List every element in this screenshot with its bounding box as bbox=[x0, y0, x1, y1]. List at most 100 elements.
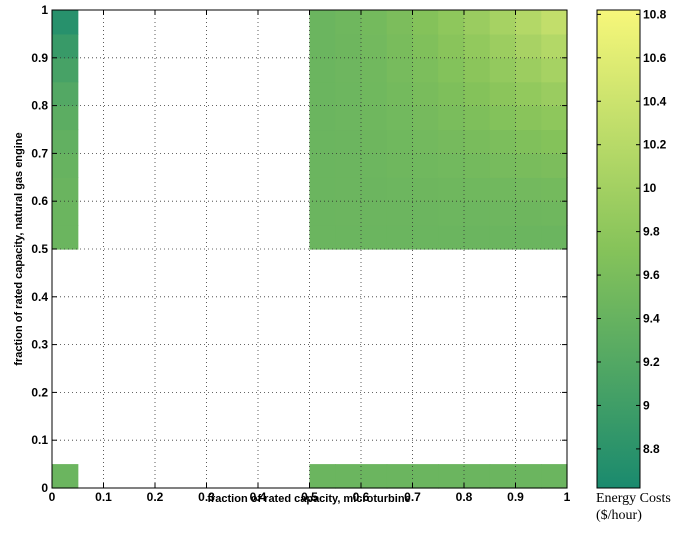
heatmap-cell bbox=[335, 33, 362, 59]
heatmap-cell bbox=[489, 57, 517, 83]
heatmap-cell bbox=[386, 201, 414, 226]
heatmap-cell bbox=[361, 153, 388, 178]
colorbar-tick-label: 9.2 bbox=[643, 355, 660, 369]
heatmap-cell bbox=[335, 464, 362, 489]
heatmap-cell bbox=[464, 129, 491, 154]
heatmap-cell bbox=[386, 105, 414, 131]
x-tick-label: 0.1 bbox=[95, 490, 112, 504]
heatmap-cell bbox=[541, 153, 568, 178]
heatmap-cell bbox=[52, 33, 79, 59]
heatmap-cell bbox=[52, 464, 79, 489]
heatmap-cell bbox=[515, 57, 542, 83]
heatmap-cell bbox=[412, 33, 439, 59]
heatmap-cell bbox=[541, 129, 568, 154]
colorbar-label-line1: Energy Costs bbox=[596, 491, 671, 506]
heatmap-cell bbox=[464, 153, 491, 178]
heatmap-cell bbox=[515, 201, 542, 226]
colorbar-tick-label: 9 bbox=[643, 398, 650, 412]
heatmap-cell bbox=[438, 464, 465, 489]
heatmap-cell bbox=[489, 81, 517, 107]
heatmap-cell bbox=[412, 105, 439, 131]
heatmap-cell bbox=[438, 129, 465, 154]
heatmap-cell bbox=[541, 57, 568, 83]
heatmap-cell bbox=[335, 177, 362, 202]
colorbar-tick-label: 10.6 bbox=[643, 51, 667, 65]
heatmap-cell bbox=[335, 225, 362, 250]
heatmap-cell bbox=[412, 57, 439, 83]
heatmap-cell bbox=[464, 177, 491, 202]
heatmap-cell bbox=[309, 105, 336, 131]
heatmap-cell bbox=[464, 57, 491, 83]
heatmap-cell bbox=[489, 225, 517, 250]
y-tick-label: 1 bbox=[41, 3, 48, 17]
axis-ticks: 0 0.1 0.2 0.3 0.4 0.5 0.6 0.7 0.8 0.9 1 0 0.1 0.2 0.3 0… bbox=[31, 3, 570, 504]
y-tick-label: 0 bbox=[41, 481, 48, 495]
x-tick-label: 0 bbox=[49, 490, 56, 504]
x-axis-label: fraction of rated capacity, microturbine bbox=[207, 493, 410, 505]
heatmap-cell bbox=[361, 201, 388, 226]
colorbar bbox=[596, 9, 641, 489]
heatmap-cell bbox=[489, 177, 517, 202]
y-tick-label: 0.7 bbox=[31, 146, 48, 160]
heatmap-cell bbox=[438, 10, 465, 35]
heatmap-cell bbox=[438, 105, 465, 131]
heatmap-cell bbox=[52, 129, 79, 154]
heatmap-cell bbox=[386, 225, 414, 250]
heatmap-cell bbox=[464, 81, 491, 107]
heatmap-cell bbox=[52, 153, 79, 178]
heatmap-cell bbox=[515, 153, 542, 178]
heatmap-cell bbox=[335, 57, 362, 83]
heatmap-cell bbox=[515, 129, 542, 154]
heatmap-cell bbox=[335, 105, 362, 131]
x-tick-label: 0.9 bbox=[507, 490, 524, 504]
heatmap-cell bbox=[309, 57, 336, 83]
heatmap-cell bbox=[361, 33, 388, 59]
heatmap-cell bbox=[361, 177, 388, 202]
heatmap-cell bbox=[489, 105, 517, 131]
heatmap-cell bbox=[309, 464, 336, 489]
colorbar-tick-label: 10.8 bbox=[643, 7, 667, 21]
heatmap-cell bbox=[361, 81, 388, 107]
heatmap-cell bbox=[361, 57, 388, 83]
heatmap-cell bbox=[309, 201, 336, 226]
heatmap-cell bbox=[412, 153, 439, 178]
heatmap-cell bbox=[52, 57, 79, 83]
y-tick-label: 0.6 bbox=[31, 194, 48, 208]
x-tick-label: 0.7 bbox=[404, 490, 421, 504]
heatmap-cell bbox=[309, 33, 336, 59]
heatmap-cell bbox=[361, 10, 388, 35]
heatmap-cell bbox=[464, 105, 491, 131]
heatmap-cell bbox=[515, 177, 542, 202]
heatmap-cell bbox=[335, 201, 362, 226]
heatmap-cell bbox=[309, 129, 336, 154]
heatmap-cell bbox=[386, 10, 414, 35]
heatmap-cell bbox=[515, 10, 542, 35]
heatmap-cell bbox=[438, 225, 465, 250]
heatmap-cell bbox=[489, 10, 517, 35]
heatmap-cell bbox=[412, 225, 439, 250]
heatmap-cell bbox=[361, 129, 388, 154]
heatmap-cell bbox=[52, 177, 79, 202]
heatmap-cell bbox=[361, 225, 388, 250]
heatmap-cell bbox=[52, 225, 79, 250]
y-tick-label: 0.9 bbox=[31, 51, 48, 65]
heatmap-cell bbox=[335, 153, 362, 178]
heatmap-cell bbox=[412, 177, 439, 202]
heatmap-cell bbox=[515, 81, 542, 107]
heatmap-cell bbox=[386, 81, 414, 107]
heatmap-cell bbox=[464, 225, 491, 250]
heatmap-cell bbox=[386, 153, 414, 178]
heatmap-cells bbox=[52, 10, 568, 489]
heatmap-cell bbox=[541, 33, 568, 59]
heatmap-cell bbox=[52, 105, 79, 131]
heatmap-cell bbox=[489, 201, 517, 226]
x-tick-label: 0.4 bbox=[250, 490, 267, 504]
heatmap-cell bbox=[438, 33, 465, 59]
heatmap-cell bbox=[438, 153, 465, 178]
heatmap-cell bbox=[489, 464, 517, 489]
heatmap-cell bbox=[464, 201, 491, 226]
heatmap-cell bbox=[309, 153, 336, 178]
colorbar-tick-label: 9.6 bbox=[643, 268, 660, 282]
heatmap-cell bbox=[541, 225, 568, 250]
heatmap-cell bbox=[489, 153, 517, 178]
